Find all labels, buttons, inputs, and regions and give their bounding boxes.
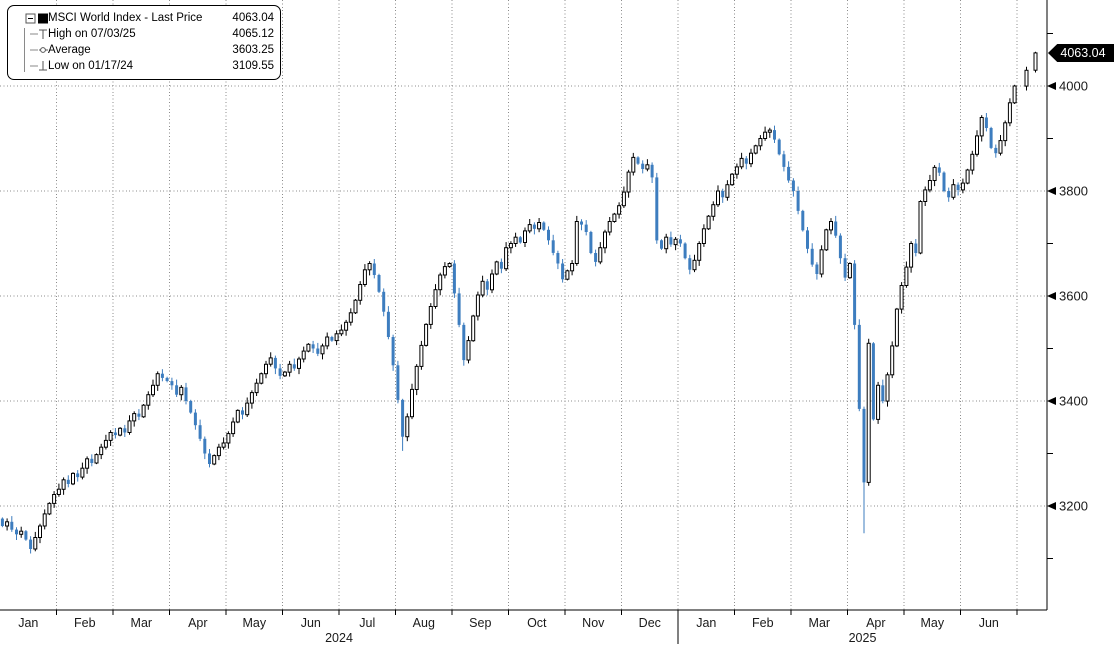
svg-text:Jun: Jun — [979, 616, 999, 630]
svg-text:Sep: Sep — [469, 616, 491, 630]
chart-legend[interactable]: MSCI World Index - Last Price 4063.04 Hi… — [7, 5, 281, 80]
legend-series-value: 4063.04 — [232, 12, 274, 24]
svg-text:Dec: Dec — [639, 616, 661, 630]
svg-text:Jan: Jan — [696, 616, 716, 630]
series-swatch-icon — [38, 13, 48, 24]
svg-text:3600: 3600 — [1059, 289, 1088, 304]
legend-low-value: 3109.55 — [232, 60, 274, 72]
legend-high-label: High on 07/03/25 — [48, 28, 136, 40]
svg-text:4000: 4000 — [1059, 79, 1088, 94]
svg-text:Jul: Jul — [359, 616, 375, 630]
svg-text:2024: 2024 — [325, 631, 353, 645]
svg-text:May: May — [242, 616, 266, 630]
average-marker-icon — [14, 42, 48, 58]
low-marker-icon — [14, 58, 48, 74]
legend-average-label: Average — [48, 44, 91, 56]
collapse-toggle-icon — [25, 13, 36, 24]
legend-row-average[interactable]: Average 3603.25 — [14, 42, 274, 58]
legend-average-value: 3603.25 — [232, 44, 274, 56]
svg-text:Jun: Jun — [301, 616, 321, 630]
legend-tree-line — [24, 28, 25, 72]
svg-text:3200: 3200 — [1059, 499, 1088, 514]
legend-high-value: 4065.12 — [232, 28, 274, 40]
legend-row-series[interactable]: MSCI World Index - Last Price 4063.04 — [14, 10, 274, 26]
legend-low-label: Low on 01/17/24 — [48, 60, 134, 72]
legend-row-low[interactable]: Low on 01/17/24 3109.55 — [14, 58, 274, 74]
svg-text:Mar: Mar — [809, 616, 831, 630]
svg-text:Mar: Mar — [131, 616, 153, 630]
svg-text:Nov: Nov — [582, 616, 605, 630]
high-marker-icon — [14, 26, 48, 42]
svg-text:Aug: Aug — [413, 616, 435, 630]
svg-text:3800: 3800 — [1059, 184, 1088, 199]
svg-text:Oct: Oct — [527, 616, 547, 630]
legend-series-label: MSCI World Index - Last Price — [48, 12, 203, 24]
legend-icons-series — [14, 10, 48, 26]
svg-text:May: May — [920, 616, 944, 630]
svg-text:Apr: Apr — [866, 616, 885, 630]
svg-text:2025: 2025 — [849, 631, 877, 645]
svg-text:3400: 3400 — [1059, 394, 1088, 409]
candlestick-series: 3200 3400 3600 3800 4000 Jan Feb Mar Apr May Jun Ju… — [0, 0, 1088, 645]
svg-text:Feb: Feb — [74, 616, 96, 630]
last-price-tag: 4063.04 — [1048, 44, 1114, 62]
svg-text:Feb: Feb — [752, 616, 774, 630]
svg-text:Jan: Jan — [18, 616, 38, 630]
legend-row-high[interactable]: High on 07/03/25 4065.12 — [14, 26, 274, 42]
svg-text:Apr: Apr — [188, 616, 207, 630]
